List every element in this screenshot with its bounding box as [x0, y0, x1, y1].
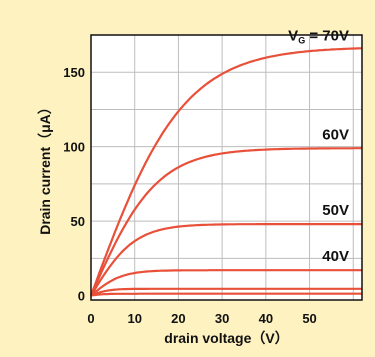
- plot-frame: [90, 34, 363, 301]
- y-axis-title: Drain current（μA）: [37, 100, 53, 235]
- plot-area: [91, 35, 362, 300]
- y-tick-label: 50: [71, 214, 85, 229]
- tick-labels: 0 10 20 30 40 50 0 50 100 150: [63, 65, 316, 326]
- series-label: VG = 70V: [288, 28, 349, 46]
- series-label: 60V: [322, 126, 349, 143]
- y-tick-label: 100: [63, 140, 85, 155]
- series-label: 50V: [322, 202, 349, 219]
- curve-labels: VG = 70V 60V 50V 40V: [288, 28, 349, 266]
- x-tick-label: 20: [171, 311, 185, 326]
- x-tick-label: 0: [87, 311, 94, 326]
- x-tick-label: 40: [259, 311, 273, 326]
- series-line: [90, 223, 362, 297]
- x-tick-label: 50: [302, 311, 316, 326]
- x-axis-title: drain voltage（V）: [164, 330, 288, 346]
- y-tick-label: 0: [78, 289, 85, 304]
- series-label: 40V: [322, 248, 349, 265]
- series-curves: [89, 47, 362, 297]
- x-tick-label: 30: [215, 311, 229, 326]
- y-tick-label: 150: [63, 65, 85, 80]
- series-line: [90, 287, 362, 297]
- series-line: [89, 47, 362, 296]
- series-line: [89, 147, 362, 296]
- series-line: [90, 292, 362, 297]
- x-tick-label: 10: [127, 311, 141, 326]
- series-line: [90, 269, 362, 297]
